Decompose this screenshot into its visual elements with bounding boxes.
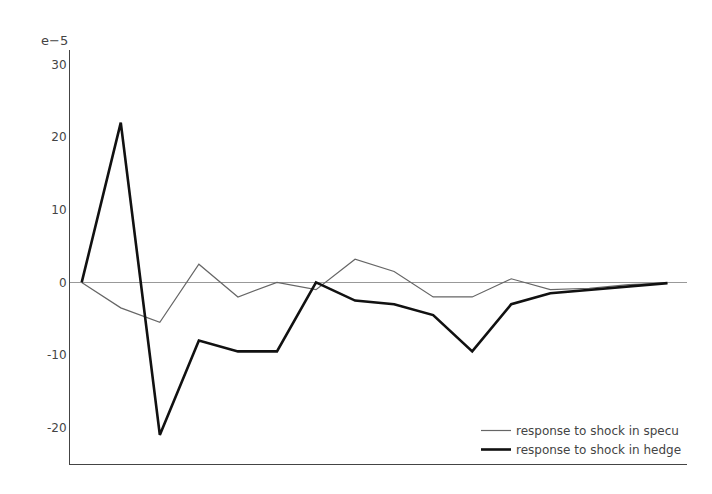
svg-text:response to shock in hedge: response to shock in hedge <box>516 443 681 457</box>
svg-text:response to shock in specu: response to shock in specu <box>516 424 679 438</box>
svg-text:-10: -10 <box>47 348 67 362</box>
svg-text:10: 10 <box>51 203 66 217</box>
svg-text:20: 20 <box>51 130 66 144</box>
svg-text:e−5: e−5 <box>41 33 68 48</box>
svg-text:30: 30 <box>51 58 66 72</box>
svg-text:0: 0 <box>59 276 67 290</box>
svg-text:-20: -20 <box>47 421 67 435</box>
